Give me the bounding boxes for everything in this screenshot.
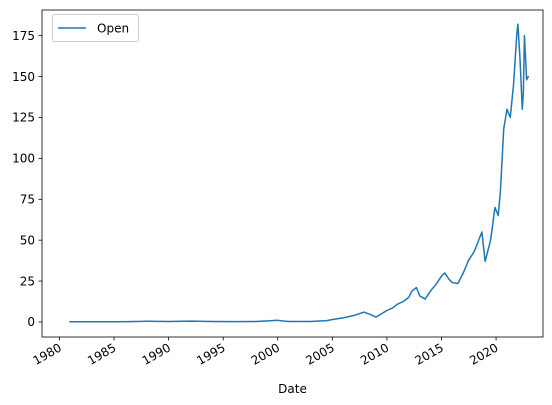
- plot-border: [41, 9, 544, 338]
- legend-label: Open: [97, 22, 129, 36]
- plot-frame: [41, 9, 544, 338]
- legend-box: [52, 14, 139, 42]
- legend: Open: [52, 14, 139, 42]
- y-tick-label: 175: [12, 29, 35, 43]
- series-line-open: [69, 23, 530, 323]
- y-tick-label: 125: [12, 111, 35, 125]
- y-tick-label: 50: [20, 233, 35, 247]
- y-tick-label: 0: [27, 315, 35, 329]
- series-layer: [69, 23, 530, 323]
- y-tick-label: 100: [12, 152, 35, 166]
- x-axis-title: Date: [278, 382, 307, 396]
- y-axis: 0 25 50 75 100 125 150 175: [12, 29, 42, 329]
- y-tick-label: 150: [12, 70, 35, 84]
- y-tick-label: 25: [20, 274, 35, 288]
- y-tick-label: 75: [20, 192, 35, 206]
